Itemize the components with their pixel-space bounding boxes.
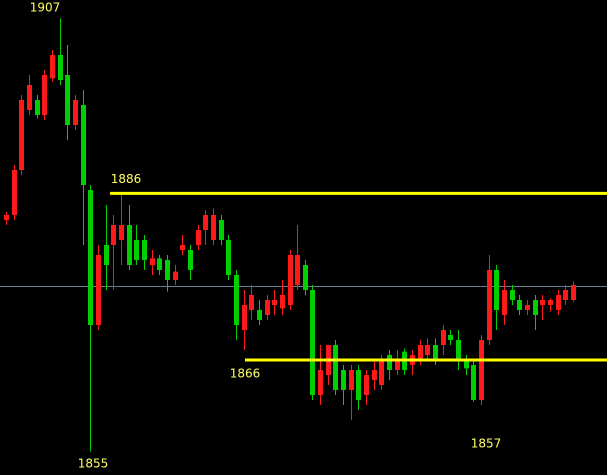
candle-body xyxy=(456,340,461,360)
trough-label: 1855 xyxy=(78,457,109,471)
candle-body xyxy=(211,215,216,240)
candle-body xyxy=(104,245,109,265)
peak-label: 1907 xyxy=(30,1,61,15)
candle-body xyxy=(556,295,561,310)
candle-body xyxy=(418,345,423,360)
candle-body xyxy=(379,360,384,385)
candle-body xyxy=(58,55,63,80)
candle-body xyxy=(318,370,323,395)
candle-body xyxy=(425,345,430,355)
candle-body xyxy=(364,375,369,395)
candle-body xyxy=(127,225,132,265)
candle-body xyxy=(96,255,101,325)
recent-low-label: 1857 xyxy=(471,437,502,451)
candle-body xyxy=(571,285,576,300)
candle-body xyxy=(173,271,178,280)
candle-body xyxy=(563,290,568,300)
candle-body xyxy=(157,258,162,270)
candle-body xyxy=(540,300,545,305)
candle-body xyxy=(333,345,338,390)
candle-body xyxy=(196,230,201,245)
candle-body xyxy=(548,300,553,305)
candle-body xyxy=(50,55,55,79)
candle-body xyxy=(517,300,522,310)
candle-body xyxy=(35,100,40,115)
candle-body xyxy=(387,355,392,370)
candle-body xyxy=(226,240,231,275)
candle-body xyxy=(249,295,254,310)
candle-body xyxy=(341,370,346,390)
candle-body xyxy=(165,260,170,280)
candle-body xyxy=(65,75,70,125)
candle-body xyxy=(303,265,308,290)
candle-body xyxy=(295,255,300,285)
candle-body xyxy=(471,365,476,400)
candle-body xyxy=(234,275,239,325)
candle-body xyxy=(280,295,285,309)
candle-body xyxy=(42,75,47,115)
candle-body xyxy=(356,370,361,400)
candle-body xyxy=(111,225,116,245)
candle-body xyxy=(81,105,86,185)
candle-body xyxy=(272,300,277,305)
candle-body xyxy=(395,360,400,370)
candle-body xyxy=(464,360,469,369)
candle-body xyxy=(188,250,193,270)
candle-body xyxy=(119,225,124,240)
candle-body xyxy=(180,245,185,250)
candle-body xyxy=(487,270,492,340)
candle-body xyxy=(4,215,9,220)
candle-body xyxy=(265,300,270,315)
candle-body xyxy=(242,305,247,330)
candle-body xyxy=(533,300,538,315)
candle-body xyxy=(349,370,354,390)
candle-body xyxy=(310,290,315,395)
candle-body xyxy=(88,190,93,325)
candle-body xyxy=(479,340,484,400)
candle-body xyxy=(525,305,530,310)
candle-body xyxy=(257,310,262,320)
candle-body xyxy=(510,290,515,300)
resistance-label: 1886 xyxy=(111,172,142,186)
candle-body xyxy=(19,100,24,170)
candle-body xyxy=(203,215,208,230)
candle-body xyxy=(27,85,32,110)
candle-body xyxy=(73,100,78,125)
candle-body xyxy=(142,240,147,260)
candle-body xyxy=(494,270,499,310)
candle-body xyxy=(433,345,438,360)
support-label: 1866 xyxy=(230,367,261,381)
candle-body xyxy=(441,330,446,345)
candle-body xyxy=(372,370,377,380)
candle-body xyxy=(134,240,139,260)
candle-body xyxy=(288,255,293,305)
candle-body xyxy=(150,258,155,265)
candle-body xyxy=(12,170,17,215)
candle-body xyxy=(219,220,224,240)
candle-body xyxy=(502,290,507,315)
candle-body xyxy=(448,335,453,340)
